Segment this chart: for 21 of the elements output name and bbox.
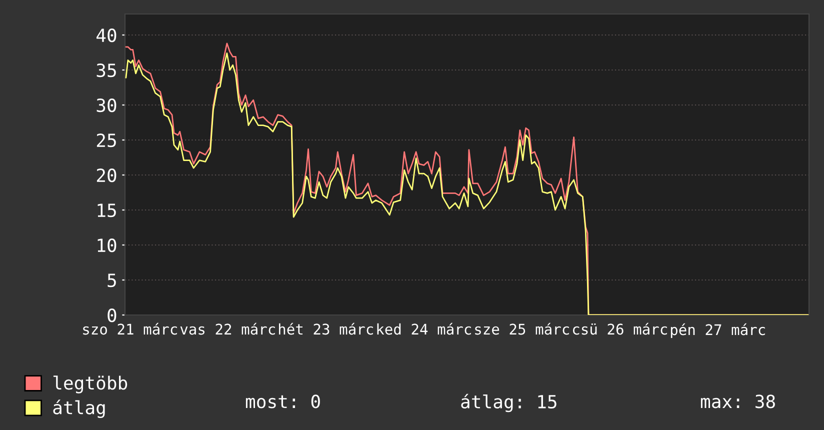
text: max: 38: [700, 394, 775, 408]
y-tick-label: 5: [108, 274, 116, 288]
y-tick-label: 0: [108, 308, 116, 322]
legend-label: átlag: [53, 400, 105, 418]
x-tick-label: szo 21 márc: [83, 322, 177, 335]
text: most: 0: [246, 394, 320, 408]
y-tick-label: 25: [96, 134, 116, 148]
text: átlag: 15: [461, 394, 556, 412]
x-tick-label: vas 22 márc: [180, 322, 275, 335]
x-tick-label: pén 27 márc: [670, 323, 765, 338]
y-tick-label: 30: [96, 98, 116, 112]
legend-label: legtöbb: [53, 376, 128, 394]
y-tick-label: 40: [96, 28, 116, 42]
x-tick-label: hét 23 márc: [278, 322, 373, 335]
y-tick-label: 35: [96, 64, 116, 78]
y-tick-label: 10: [98, 238, 116, 252]
x-tick-label: sze 25 márc: [475, 322, 569, 335]
y-tick-label: 20: [96, 168, 116, 182]
y-tick-label: 15: [98, 204, 116, 218]
x-tick-label: ked 24 márc: [377, 322, 471, 335]
x-tick-label: csü 26 márc: [572, 322, 667, 335]
